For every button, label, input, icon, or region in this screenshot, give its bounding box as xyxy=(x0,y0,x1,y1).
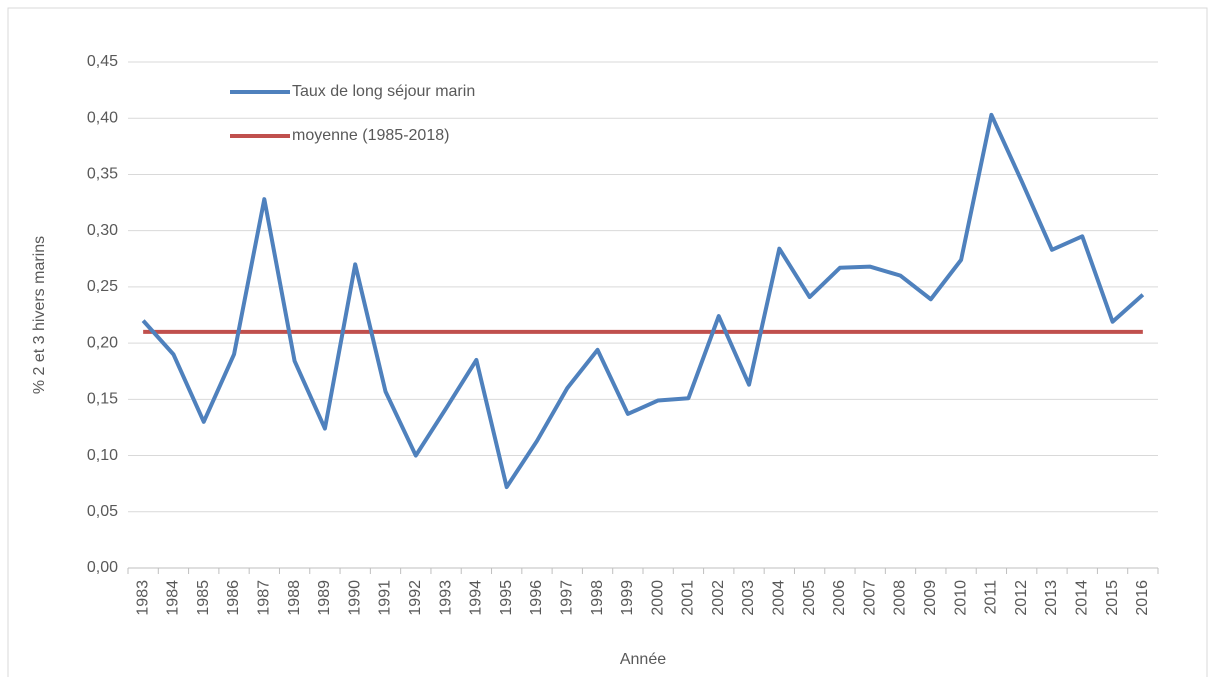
y-tick-label: 0,05 xyxy=(87,503,118,520)
x-tick-label: 1990 xyxy=(346,580,363,616)
x-tick-label: 1988 xyxy=(286,580,303,616)
x-tick-label: 2015 xyxy=(1104,580,1121,616)
x-tick-label: 2002 xyxy=(710,580,727,616)
x-tick-label: 1986 xyxy=(225,580,242,616)
x-tick-label: 2012 xyxy=(1013,580,1030,616)
data-line xyxy=(141,112,1145,490)
y-tick-label: 0,25 xyxy=(87,278,118,295)
x-tick-label: 2009 xyxy=(922,580,939,616)
x-tick-label: 2010 xyxy=(952,580,969,616)
x-tick-label: 2003 xyxy=(740,580,757,616)
y-tick-label: 0,00 xyxy=(87,559,118,576)
x-tick-label: 2014 xyxy=(1073,580,1090,616)
x-tick-label: 1995 xyxy=(498,580,515,616)
x-tick-label: 2000 xyxy=(649,580,666,616)
x-tick-label: 2007 xyxy=(861,580,878,616)
y-tick-label: 0,20 xyxy=(87,334,118,351)
x-tick-label: 2013 xyxy=(1043,580,1060,616)
legend-label: moyenne (1985-2018) xyxy=(292,127,449,144)
x-tick-label: 2001 xyxy=(680,580,697,616)
x-tick-label: 1996 xyxy=(528,580,545,616)
y-axis-title: % 2 et 3 hivers marins xyxy=(31,236,48,394)
legend-label: Taux de long séjour marin xyxy=(292,83,475,100)
y-tick-label: 0,45 xyxy=(87,53,118,70)
x-tick-label: 1983 xyxy=(134,580,151,616)
x-tick-label: 1984 xyxy=(165,580,182,616)
x-tick-label: 1999 xyxy=(619,580,636,616)
y-tick-label: 0,40 xyxy=(87,109,118,126)
x-tick-label: 1985 xyxy=(195,580,212,616)
x-tick-label: 2011 xyxy=(983,580,1000,615)
x-tick-label: 1998 xyxy=(589,580,606,616)
y-tick-label: 0,35 xyxy=(87,166,118,183)
y-tick-label: 0,15 xyxy=(87,391,118,408)
chart-border xyxy=(7,7,1208,679)
x-tick-label: 1993 xyxy=(437,580,454,616)
x-tick-label: 2006 xyxy=(831,580,848,616)
x-axis-title: Année xyxy=(620,651,666,668)
x-tick-label: 1997 xyxy=(558,580,575,616)
y-tick-label: 0,10 xyxy=(87,447,118,464)
y-tick-label: 0,30 xyxy=(87,222,118,239)
x-tick-label: 1987 xyxy=(256,580,273,616)
x-tick-label: 1994 xyxy=(468,580,485,616)
x-tick-label: 2004 xyxy=(771,580,788,616)
x-tick-label: 1989 xyxy=(316,580,333,616)
x-tick-label: 2008 xyxy=(892,580,909,616)
x-tick-label: 1992 xyxy=(407,580,424,616)
x-tick-label: 2016 xyxy=(1134,580,1151,616)
x-tick-label: 1991 xyxy=(377,580,394,616)
x-tick-label: 2005 xyxy=(801,580,818,616)
